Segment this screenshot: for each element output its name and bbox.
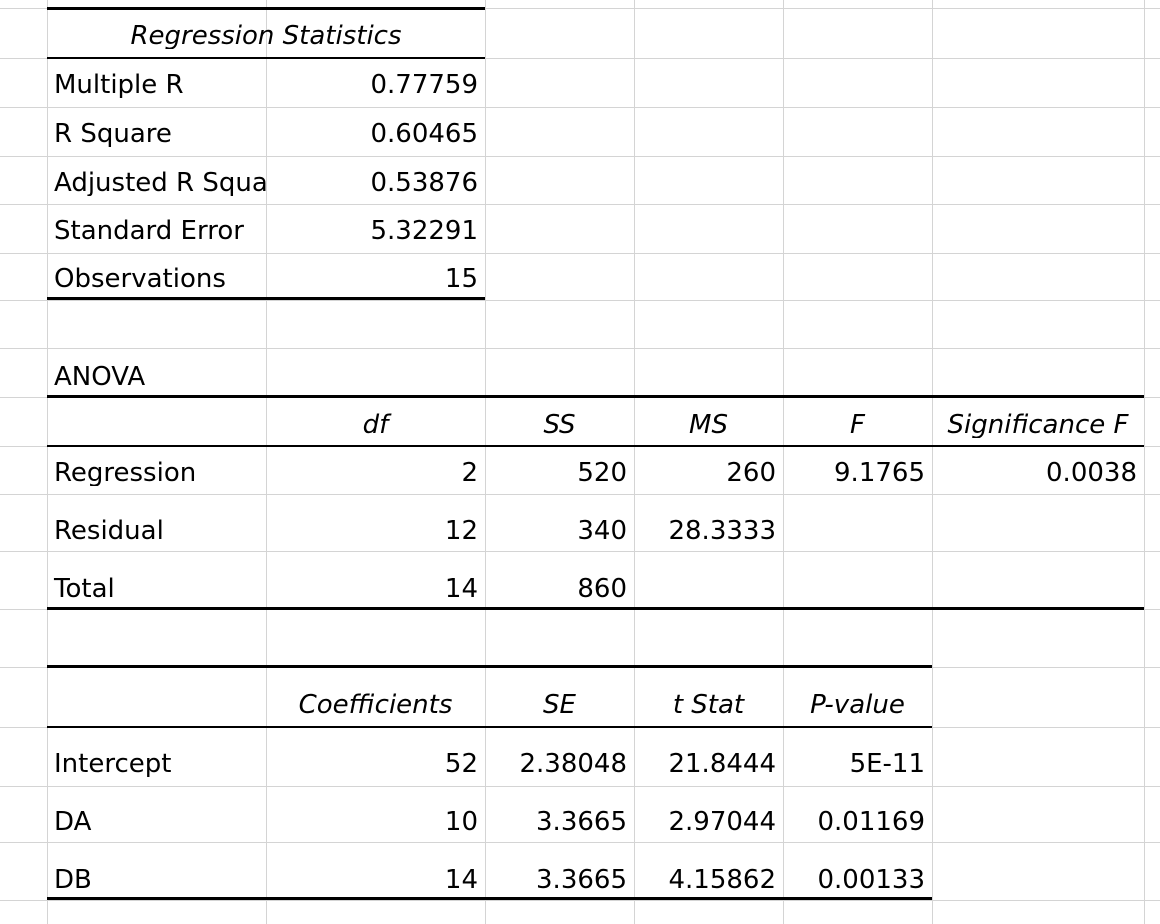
anova-header-ss[interactable]: SS (543, 412, 576, 438)
anova-header-df[interactable]: df (362, 412, 389, 438)
gridline (0, 156, 1160, 157)
coef-header-p-value[interactable]: P-value (810, 692, 905, 718)
gridline (0, 58, 1160, 59)
stat-value[interactable]: 15 (267, 266, 484, 292)
coef-header-t-stat[interactable]: t Stat (672, 692, 745, 718)
stat-label[interactable]: Standard Error (48, 218, 265, 244)
table-border (47, 607, 1144, 610)
gridline (47, 0, 48, 924)
anova-cell[interactable]: 28.3333 (635, 518, 782, 544)
table-border (47, 726, 932, 728)
gridline (485, 0, 486, 924)
coef-cell[interactable]: 0.01169 (784, 809, 931, 835)
coef-cell[interactable]: 0.00133 (784, 867, 931, 893)
coef-header-se[interactable]: SE (543, 692, 576, 718)
table-border (47, 297, 485, 300)
gridline (0, 253, 1160, 254)
coef-cell[interactable]: 52 (267, 751, 484, 777)
coef-row-label[interactable]: DB (48, 867, 260, 893)
table-border (47, 445, 1144, 447)
stat-label[interactable]: Observations (48, 266, 260, 292)
gridline (0, 786, 1160, 787)
coef-header-coefficients[interactable]: Coefficients (298, 692, 453, 718)
anova-cell[interactable]: 340 (486, 518, 633, 544)
coef-cell[interactable]: 10 (267, 809, 484, 835)
gridline (266, 0, 267, 924)
stat-value[interactable]: 0.60465 (267, 121, 484, 147)
gridline (932, 0, 933, 924)
stat-value[interactable]: 0.77759 (267, 72, 484, 98)
gridline (783, 0, 784, 924)
anova-cell[interactable]: 0.0038 (933, 460, 1143, 486)
gridline (0, 300, 1160, 301)
coef-cell[interactable]: 3.3665 (486, 809, 633, 835)
table-border (47, 665, 932, 668)
anova-row-label[interactable]: Regression (48, 460, 260, 486)
gridline (0, 348, 1160, 349)
gridline (0, 551, 1160, 552)
coef-cell[interactable]: 2.38048 (486, 751, 633, 777)
coef-cell[interactable]: 21.8444 (635, 751, 782, 777)
gridline (0, 842, 1160, 843)
anova-row-label[interactable]: Total (48, 576, 260, 602)
coef-cell[interactable]: 14 (267, 867, 484, 893)
anova-title[interactable]: ANOVA (48, 364, 260, 390)
stat-value[interactable]: 0.53876 (267, 170, 484, 196)
stat-value[interactable]: 5.32291 (267, 218, 484, 244)
gridline (0, 8, 1160, 9)
stat-label[interactable]: R Square (48, 121, 260, 147)
anova-cell[interactable]: 12 (267, 518, 484, 544)
anova-header-f[interactable]: F (850, 412, 865, 438)
table-border (47, 57, 485, 59)
anova-cell[interactable]: 9.1765 (784, 460, 931, 486)
coef-cell[interactable]: 3.3665 (486, 867, 633, 893)
table-border (47, 7, 485, 10)
coef-cell[interactable]: 5E-11 (784, 751, 931, 777)
anova-cell[interactable]: 14 (267, 576, 484, 602)
coef-row-label[interactable]: Intercept (48, 751, 260, 777)
coef-cell[interactable]: 4.15862 (635, 867, 782, 893)
coef-row-label[interactable]: DA (48, 809, 260, 835)
gridline (0, 107, 1160, 108)
gridline (0, 204, 1160, 205)
gridline (0, 494, 1160, 495)
anova-row-label[interactable]: Residual (48, 518, 260, 544)
coef-cell[interactable]: 2.97044 (635, 809, 782, 835)
stat-label[interactable]: Multiple R (48, 72, 260, 98)
gridline (634, 0, 635, 924)
anova-header-significance-f[interactable]: Significance F (947, 412, 1129, 438)
anova-cell[interactable]: 860 (486, 576, 633, 602)
regression-statistics-title[interactable]: Regression Statistics (130, 23, 402, 49)
table-border (47, 897, 932, 900)
anova-cell[interactable]: 260 (635, 460, 782, 486)
anova-header-ms[interactable]: MS (689, 412, 728, 438)
stat-label[interactable]: Adjusted R Squa (48, 170, 266, 196)
anova-cell[interactable]: 2 (267, 460, 484, 486)
table-border (47, 395, 1144, 398)
gridline (1144, 0, 1145, 924)
anova-cell[interactable]: 520 (486, 460, 633, 486)
gridline (0, 900, 1160, 901)
